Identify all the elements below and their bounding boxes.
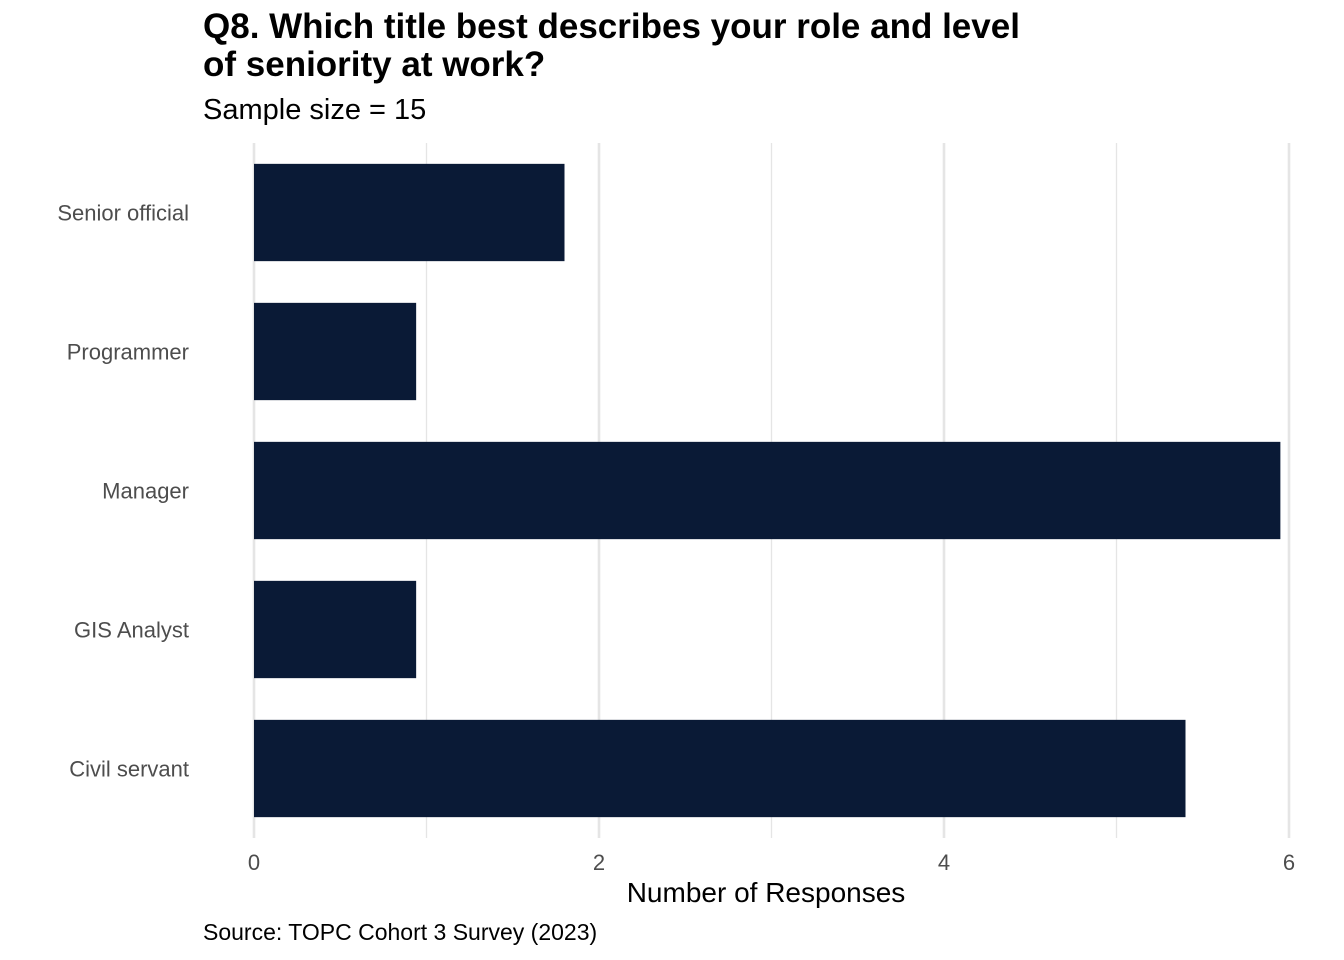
- bar: [254, 163, 565, 262]
- bar: [254, 302, 417, 401]
- x-tick-label: 4: [938, 850, 950, 875]
- chart-caption: Source: TOPC Cohort 3 Survey (2023): [203, 919, 598, 945]
- chart-subtitle: Sample size = 15: [203, 94, 427, 126]
- y-tick-label: Senior official: [57, 201, 189, 226]
- bar: [254, 719, 1186, 818]
- x-axis-title: Number of Responses: [627, 877, 906, 908]
- chart-title-line-1: Q8. Which title best describes your role…: [203, 7, 1020, 46]
- y-tick-label: GIS Analyst: [74, 618, 189, 643]
- y-axis-tick-labels: Senior official Programmer Manager GIS Anal…: [57, 201, 189, 782]
- bar: [254, 441, 1281, 540]
- y-tick-label: Programmer: [67, 340, 189, 365]
- x-tick-label: 0: [248, 850, 260, 875]
- bars: [254, 163, 1281, 818]
- chart-title: Q8. Which title best describes your role…: [203, 8, 1203, 84]
- y-tick-label: Manager: [102, 479, 189, 504]
- x-axis-tick-labels: 0 2 4 6: [248, 850, 1295, 875]
- x-tick-label: 2: [593, 850, 605, 875]
- chart-title-line-2: of seniority at work?: [203, 45, 546, 84]
- y-tick-label: Civil servant: [69, 757, 189, 782]
- x-tick-label: 6: [1283, 850, 1295, 875]
- bar: [254, 580, 417, 679]
